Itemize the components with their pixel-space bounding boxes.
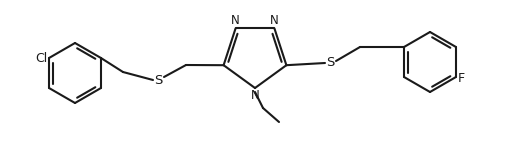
Text: F: F (458, 72, 465, 85)
Text: Cl: Cl (35, 52, 47, 65)
Text: S: S (154, 73, 162, 86)
Text: N: N (250, 89, 260, 102)
Text: N: N (231, 14, 240, 27)
Text: S: S (326, 57, 334, 69)
Text: N: N (270, 14, 279, 27)
